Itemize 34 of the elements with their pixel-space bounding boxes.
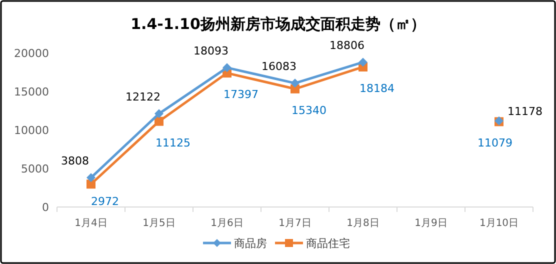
data-label: 11178 bbox=[508, 104, 542, 118]
data-label: 3808 bbox=[61, 154, 89, 168]
y-tick-label: 20000 bbox=[14, 47, 49, 60]
chart-title: 1.4-1.10扬州新房市场成交面积走势（㎡） bbox=[130, 15, 426, 33]
point bbox=[222, 63, 232, 72]
y-tick-label: 5000 bbox=[21, 162, 49, 176]
x-tick-label: 1月4日 bbox=[74, 218, 108, 229]
data-label: 16083 bbox=[262, 60, 296, 74]
legend-label: 商品住宅 bbox=[306, 237, 350, 250]
data-label: 18184 bbox=[360, 82, 394, 95]
x-tick-label: 1月9日 bbox=[414, 218, 448, 229]
y-tick-label: 0 bbox=[42, 201, 49, 214]
x-tick-label: 1月7日 bbox=[278, 218, 312, 229]
data-label: 15340 bbox=[292, 104, 326, 117]
x-tick-label: 1月5日 bbox=[142, 218, 176, 229]
point bbox=[358, 58, 368, 67]
data-label: 11125 bbox=[156, 136, 190, 150]
y-tick-label: 15000 bbox=[14, 86, 49, 98]
data-label: 2972 bbox=[91, 195, 119, 208]
y-tick-label: 10000 bbox=[14, 124, 49, 137]
x-tick-label: 1月8日 bbox=[346, 218, 380, 229]
point bbox=[290, 78, 300, 88]
data-label: 12122 bbox=[126, 90, 160, 104]
point bbox=[86, 173, 96, 182]
point bbox=[154, 116, 164, 126]
data-label: 18093 bbox=[194, 44, 228, 58]
data-label: 18806 bbox=[330, 39, 364, 52]
x-tick-label: 1月10日 bbox=[479, 218, 519, 229]
legend-label: 商品房 bbox=[234, 237, 267, 250]
data-label: 11079 bbox=[478, 136, 512, 150]
point bbox=[86, 180, 96, 189]
point bbox=[154, 109, 164, 118]
x-tick-label: 1月6日 bbox=[210, 218, 244, 229]
data-label: 17397 bbox=[224, 88, 258, 102]
